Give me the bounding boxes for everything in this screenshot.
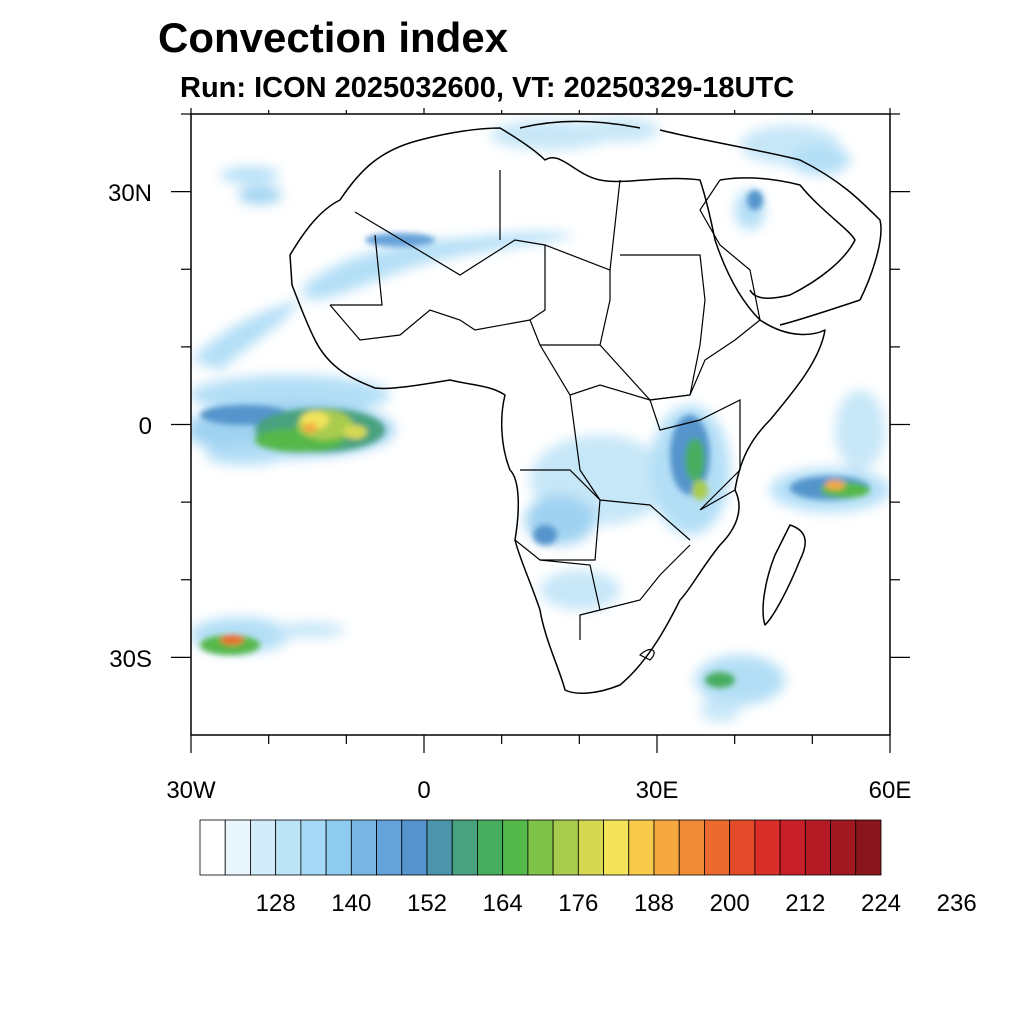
y-tick-label-0: 0 bbox=[139, 413, 152, 440]
colorbar-box bbox=[275, 819, 302, 876]
axis-ticks bbox=[171, 108, 910, 753]
colorbar-label: 224 bbox=[861, 890, 901, 917]
x-tick-label-0: 0 bbox=[417, 777, 430, 804]
colorbar-box bbox=[754, 819, 781, 876]
colorbar-box bbox=[325, 819, 352, 876]
convection-field bbox=[191, 118, 890, 722]
colorbar-box bbox=[678, 819, 705, 876]
colorbar-label: 200 bbox=[710, 890, 750, 917]
y-tick-label-30n: 30N bbox=[108, 180, 152, 207]
y-tick-label-30s: 30S bbox=[109, 646, 152, 673]
colorbar-box bbox=[224, 819, 251, 876]
map-title: Convection index bbox=[158, 14, 509, 61]
colorbar-box bbox=[628, 819, 655, 876]
y-axis-labels: 30N 0 30S bbox=[108, 180, 152, 673]
colorbar-box bbox=[527, 819, 554, 876]
country-borders bbox=[329, 170, 761, 661]
colorbar-box bbox=[250, 819, 277, 876]
colorbar-box bbox=[729, 819, 756, 876]
colorbar-label: 212 bbox=[785, 890, 825, 917]
colorbar-box bbox=[199, 819, 226, 876]
colorbar-box bbox=[426, 819, 453, 876]
colorbar-labels: 128 140 152 164 176 188 200 212 224 236 bbox=[256, 890, 977, 917]
colorbar-label: 164 bbox=[483, 890, 523, 917]
colorbar-label: 176 bbox=[558, 890, 598, 917]
colorbar bbox=[199, 819, 882, 876]
colorbar-box bbox=[502, 819, 529, 876]
colorbar-box bbox=[451, 819, 478, 876]
colorbar-box bbox=[350, 819, 377, 876]
colorbar-label: 128 bbox=[256, 890, 296, 917]
colorbar-label: 140 bbox=[331, 890, 371, 917]
colorbar-box bbox=[653, 819, 680, 876]
colorbar-box bbox=[552, 819, 579, 876]
coastlines bbox=[289, 120, 882, 695]
x-axis-labels: 30W 0 30E 60E bbox=[166, 777, 911, 804]
colorbar-label: 188 bbox=[634, 890, 674, 917]
colorbar-box bbox=[401, 819, 428, 876]
x-tick-label-30w: 30W bbox=[166, 777, 216, 804]
colorbar-box bbox=[804, 819, 831, 876]
colorbar-box bbox=[704, 819, 731, 876]
colorbar-box bbox=[300, 819, 327, 876]
colorbar-box bbox=[577, 819, 604, 876]
colorbar-box bbox=[855, 819, 882, 876]
x-tick-label-60e: 60E bbox=[869, 777, 912, 804]
colorbar-box bbox=[603, 819, 630, 876]
colorbar-box bbox=[779, 819, 806, 876]
map-subtitle: Run: ICON 2025032600, VT: 20250329-18UTC bbox=[180, 72, 795, 104]
colorbar-label: 236 bbox=[937, 890, 977, 917]
colorbar-box bbox=[376, 819, 403, 876]
colorbar-box bbox=[477, 819, 504, 876]
x-tick-label-30e: 30E bbox=[636, 777, 679, 804]
colorbar-label: 152 bbox=[407, 890, 447, 917]
colorbar-box bbox=[830, 819, 857, 876]
